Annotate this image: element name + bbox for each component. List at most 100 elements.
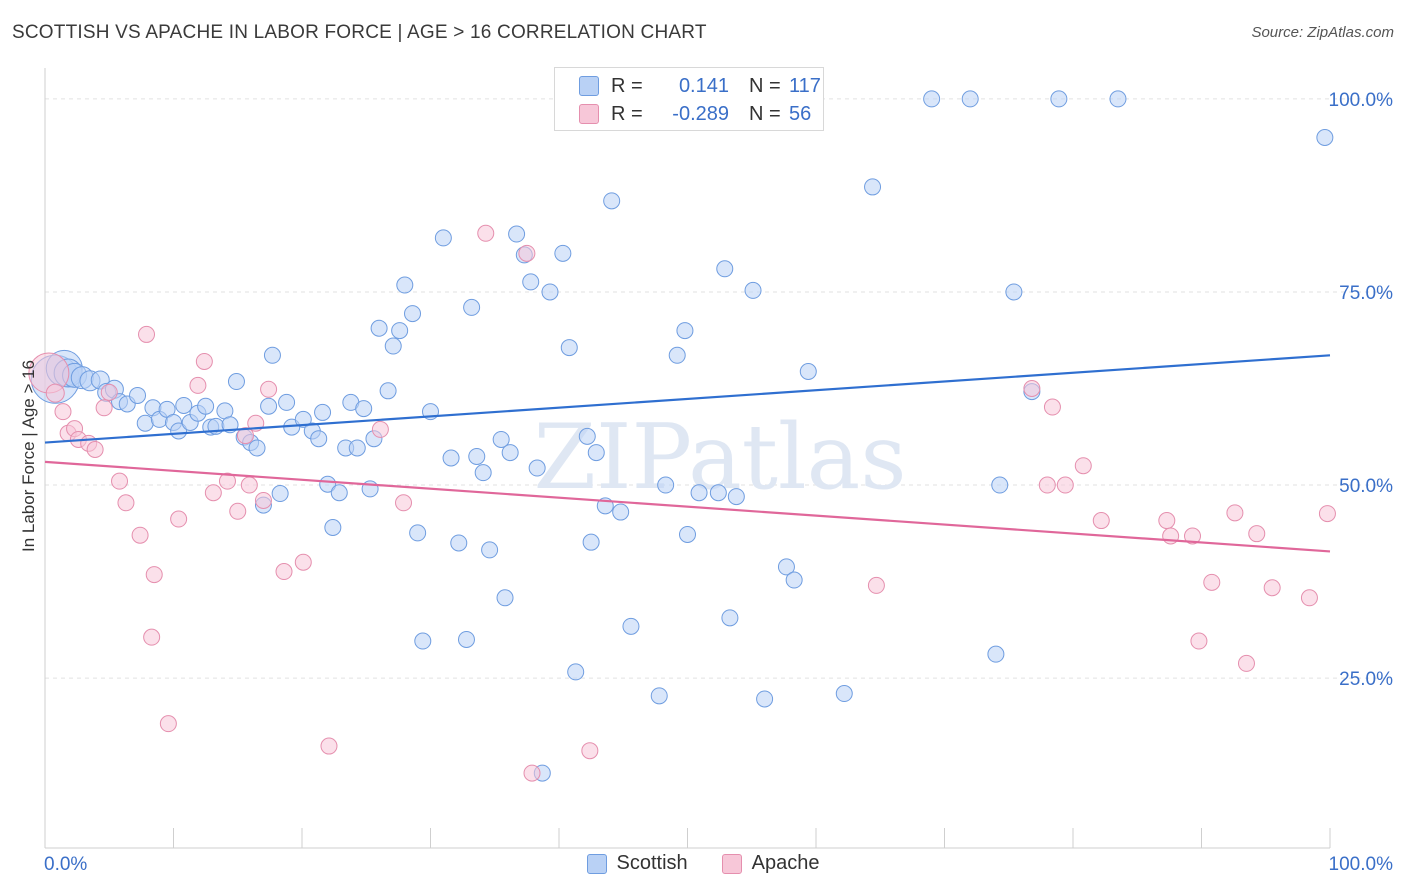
apache-point xyxy=(117,494,135,512)
stats-row-scottish: R = 0.141 N = 117 xyxy=(579,72,821,100)
x-tick-label: 100.0% xyxy=(1329,854,1394,875)
apache-point xyxy=(1038,476,1056,494)
y-tick-label: 75.0% xyxy=(1339,283,1393,304)
apache-point xyxy=(254,491,272,509)
apache-point xyxy=(1318,505,1336,523)
scottish-point xyxy=(709,484,727,502)
scottish-point xyxy=(391,322,409,340)
scottish-point xyxy=(603,192,621,210)
scottish-point xyxy=(1316,129,1334,147)
trend-lines xyxy=(44,354,1331,553)
scottish-point xyxy=(987,645,1005,663)
legend-label: Scottish xyxy=(616,852,688,874)
scottish-point xyxy=(271,485,289,503)
apache-point xyxy=(1074,457,1092,475)
y-tick-label: 25.0% xyxy=(1339,669,1393,690)
apache-point xyxy=(45,383,65,403)
scottish-point xyxy=(690,484,708,502)
legend-item-apache[interactable]: Apache xyxy=(721,852,820,875)
apache-point xyxy=(218,472,236,490)
scottish-point xyxy=(756,690,774,708)
apache-point xyxy=(1263,579,1281,597)
scottish-point xyxy=(442,449,460,467)
apache-points xyxy=(28,224,1336,782)
apache-point xyxy=(1158,512,1176,530)
scottish-point xyxy=(835,685,853,703)
scottish-point xyxy=(481,541,499,559)
scottish-point xyxy=(612,503,630,521)
apache-point xyxy=(240,476,258,494)
r-label: R = xyxy=(611,102,643,125)
scottish-point xyxy=(170,422,188,440)
scottish-point xyxy=(522,273,540,291)
scottish-point xyxy=(492,430,510,448)
grid-lines xyxy=(45,98,1390,679)
scottish-point xyxy=(676,322,694,340)
scottish-point xyxy=(330,484,348,502)
legend-item-scottish[interactable]: Scottish xyxy=(586,852,688,875)
apache-point xyxy=(1237,654,1255,672)
apache-point xyxy=(260,380,278,398)
source-credit: Source: ZipAtlas.com xyxy=(1251,24,1394,41)
scottish-point xyxy=(129,386,147,404)
r-value: 0.141 xyxy=(678,74,729,97)
apache-point xyxy=(1056,476,1074,494)
apache-point xyxy=(1300,589,1318,607)
scottish-point xyxy=(777,558,795,576)
apache-point xyxy=(195,352,213,370)
legend: Scottish Apache xyxy=(0,852,1406,875)
apache-point xyxy=(95,399,113,417)
apache-point xyxy=(1190,632,1208,650)
scottish-point xyxy=(197,397,215,415)
r-label: R = xyxy=(611,74,643,97)
y-tick-label: 50.0% xyxy=(1339,476,1393,497)
scottish-point xyxy=(396,276,414,294)
scottish-point xyxy=(1109,90,1127,108)
apache-point xyxy=(229,502,247,520)
scottish-point xyxy=(384,337,402,355)
apache-point xyxy=(1184,527,1202,545)
scottish-point xyxy=(404,305,422,323)
apache-point xyxy=(1226,504,1244,522)
n-label: N = xyxy=(749,102,781,125)
scottish-point xyxy=(501,444,519,462)
scottish-point xyxy=(864,178,882,196)
apache-point xyxy=(236,427,254,445)
apache-point xyxy=(477,224,495,242)
scottish-point xyxy=(657,476,675,494)
scottish-point xyxy=(474,464,492,482)
scottish-point xyxy=(355,400,373,418)
scottish-point xyxy=(923,90,941,108)
apache-point xyxy=(170,510,188,528)
scottish-point xyxy=(582,533,600,551)
scottish-point xyxy=(679,525,696,543)
chart-title: SCOTTISH VS APACHE IN LABOR FORCE | AGE … xyxy=(12,22,707,43)
apache-trend-line xyxy=(44,460,1331,553)
scottish-point xyxy=(668,346,686,364)
scottish-point xyxy=(434,229,452,247)
scottish-point xyxy=(260,397,278,415)
scottish-point xyxy=(799,363,817,381)
y-tick-label: 100.0% xyxy=(1329,90,1394,111)
apache-point xyxy=(100,383,118,401)
scottish-point xyxy=(370,319,388,337)
scottish-point xyxy=(560,339,578,357)
scottish-point xyxy=(541,283,559,301)
scottish-point xyxy=(991,476,1009,494)
scottish-point xyxy=(175,396,193,414)
apache-point xyxy=(867,576,885,594)
y-axis-label: In Labor Force | Age > 16 xyxy=(19,360,38,552)
scottish-point xyxy=(716,260,734,278)
n-value: 56 xyxy=(789,102,812,125)
scottish-swatch xyxy=(586,853,607,874)
stats-row-apache: R = -0.289 N = 56 xyxy=(579,100,811,128)
apache-point xyxy=(395,494,413,512)
scottish-point xyxy=(409,524,427,542)
apache-point xyxy=(523,764,541,782)
tick-labels: 100.0% 75.0% 50.0% 25.0% 0.0% 100.0% xyxy=(44,90,1393,875)
apache-point xyxy=(54,403,72,421)
scottish-point xyxy=(136,414,154,432)
scottish-point xyxy=(587,444,605,462)
scottish-point xyxy=(468,447,486,465)
